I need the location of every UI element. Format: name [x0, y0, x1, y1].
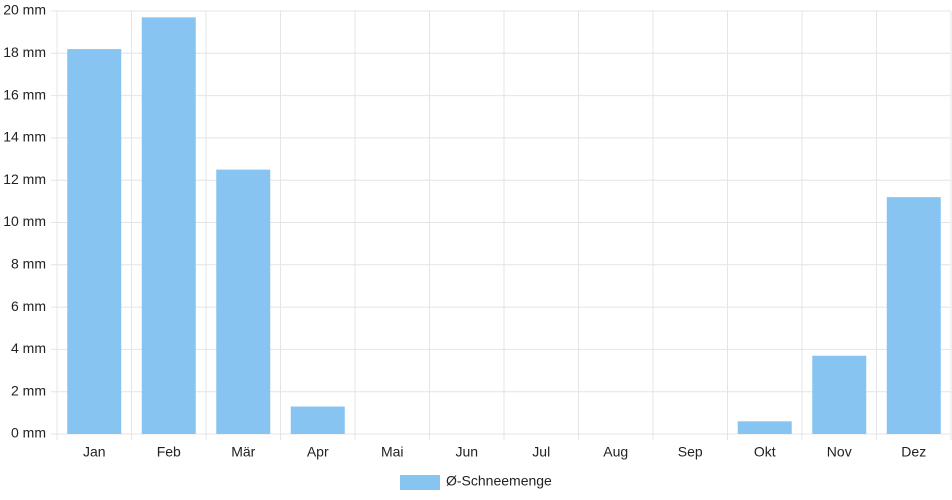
x-tick-label: Feb [157, 444, 181, 460]
x-tick-label: Nov [827, 444, 852, 460]
x-tick-label: Jan [83, 444, 106, 460]
x-tick-label: Apr [307, 444, 329, 460]
y-tick-label: 0 mm [11, 425, 46, 441]
bar [737, 421, 792, 434]
y-tick-label: 4 mm [11, 340, 46, 356]
x-tick-label: Jul [532, 444, 550, 460]
x-tick-label: Sep [678, 444, 703, 460]
y-tick-label: 10 mm [3, 213, 46, 229]
y-tick-label: 2 mm [11, 382, 46, 398]
bar [812, 355, 867, 434]
x-tick-label: Jun [455, 444, 478, 460]
legend-swatch [400, 475, 440, 490]
x-tick-label: Dez [901, 444, 926, 460]
x-tick-label: Mai [381, 444, 404, 460]
y-tick-label: 14 mm [3, 129, 46, 145]
bar [886, 197, 941, 434]
y-tick-label: 20 mm [3, 2, 46, 18]
y-tick-label: 8 mm [11, 256, 46, 272]
x-tick-label: Mär [231, 444, 255, 460]
bar [290, 406, 345, 434]
x-tick-label: Okt [754, 444, 776, 460]
bar [67, 49, 122, 434]
y-tick-label: 12 mm [3, 171, 46, 187]
legend-label: Ø-Schneemenge [446, 473, 552, 489]
y-tick-label: 6 mm [11, 298, 46, 314]
bar [141, 17, 196, 434]
bar [216, 169, 271, 434]
x-tick-label: Aug [603, 444, 628, 460]
y-tick-label: 16 mm [3, 86, 46, 102]
y-tick-label: 18 mm [3, 44, 46, 60]
